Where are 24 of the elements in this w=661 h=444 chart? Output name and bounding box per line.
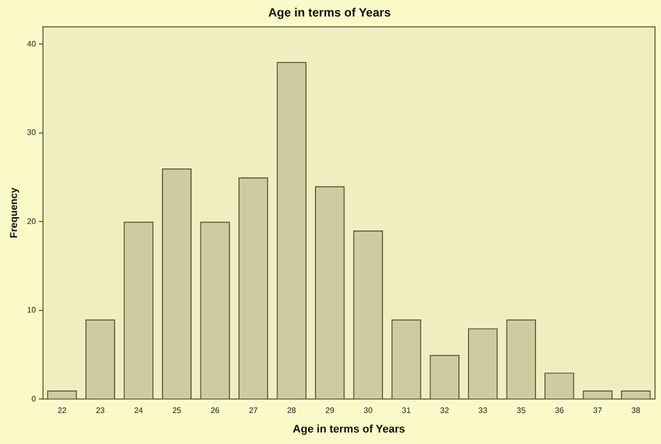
x-tick-label: 25	[172, 406, 182, 416]
x-tick-label: 28	[287, 406, 297, 416]
y-axis-title: Frequency	[8, 187, 20, 238]
x-tick-label: 33	[478, 406, 488, 416]
x-tick-label: 27	[248, 406, 258, 416]
x-tick-label: 38	[631, 406, 641, 416]
x-tick-label: 29	[325, 406, 335, 416]
x-tick-label: 26	[210, 406, 220, 416]
x-tick-label: 37	[593, 406, 603, 416]
x-tick-label: 22	[58, 406, 68, 416]
y-tick-label: 20	[26, 216, 36, 226]
y-tick-label: 10	[26, 306, 36, 315]
chart-title: Age in terms of Years	[268, 6, 392, 20]
x-tick-label: 30	[364, 406, 374, 416]
y-tick-label: 0	[31, 394, 36, 404]
x-tick-label: 31	[402, 406, 412, 416]
x-tick-label: 23	[96, 406, 106, 416]
x-tick-label: 32	[440, 406, 450, 416]
y-tick-label: 40	[26, 39, 36, 48]
y-tick-label: 30	[26, 128, 36, 138]
x-tick-label: 36	[554, 406, 564, 416]
x-tick-label: 35	[516, 406, 526, 416]
x-axis-title: Age in terms of Years	[292, 423, 406, 436]
x-tick-label: 24	[134, 406, 144, 416]
